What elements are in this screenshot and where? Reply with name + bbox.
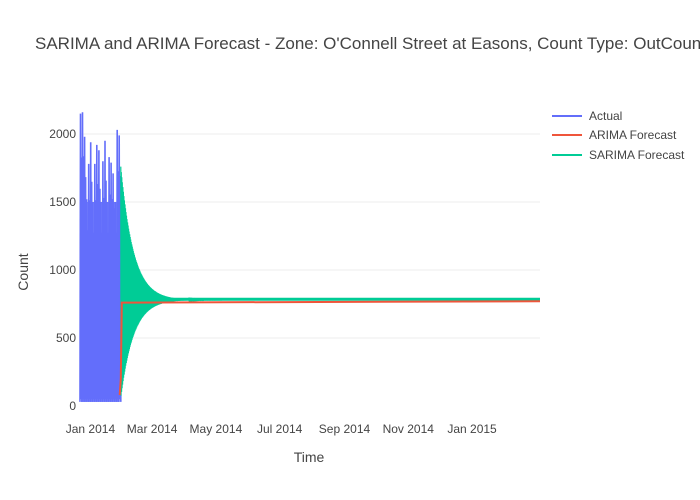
gridlines bbox=[80, 133, 540, 407]
y-tick-label: 0 bbox=[69, 399, 76, 413]
x-tick-label: Sep 2014 bbox=[319, 422, 371, 436]
x-tick-label: Jan 2014 bbox=[66, 422, 116, 436]
legend-label-arima: ARIMA Forecast bbox=[589, 128, 677, 143]
series-arima-line bbox=[118, 300, 541, 396]
y-tick-label: 1500 bbox=[49, 195, 76, 209]
legend-label-sarima: SARIMA Forecast bbox=[589, 147, 685, 162]
legend-item-arima[interactable]: ARIMA Forecast bbox=[552, 126, 684, 146]
x-tick-label: Nov 2014 bbox=[383, 422, 435, 436]
y-axis-label: Count bbox=[15, 253, 31, 290]
y-tick-label: 1000 bbox=[49, 263, 76, 277]
legend-item-sarima[interactable]: SARIMA Forecast bbox=[552, 145, 684, 165]
series-sarima-line bbox=[120, 166, 540, 396]
plot-area bbox=[79, 112, 541, 402]
x-axis-label: Time bbox=[294, 449, 325, 465]
y-tick-label: 2000 bbox=[49, 127, 76, 141]
x-tick-label: Jan 2015 bbox=[447, 422, 497, 436]
x-tick-label: Mar 2014 bbox=[127, 422, 178, 436]
legend: Actual ARIMA Forecast SARIMA Forecast bbox=[552, 106, 684, 165]
chart-title: SARIMA and ARIMA Forecast - Zone: O'Conn… bbox=[35, 34, 700, 53]
x-tick-label: May 2014 bbox=[190, 422, 243, 436]
legend-swatch-actual bbox=[552, 114, 582, 117]
series-actual-band bbox=[81, 202, 120, 402]
y-axis-ticks: 0 500 1000 1500 2000 bbox=[49, 127, 76, 413]
x-axis-ticks: Jan 2014 Mar 2014 May 2014 Jul 2014 Sep 2014… bbox=[66, 422, 497, 436]
legend-item-actual[interactable]: Actual bbox=[552, 106, 684, 126]
legend-label-actual: Actual bbox=[589, 108, 623, 123]
legend-swatch-arima bbox=[552, 134, 582, 137]
legend-swatch-sarima bbox=[552, 153, 582, 156]
x-tick-label: Jul 2014 bbox=[257, 422, 303, 436]
y-tick-label: 500 bbox=[56, 331, 76, 345]
